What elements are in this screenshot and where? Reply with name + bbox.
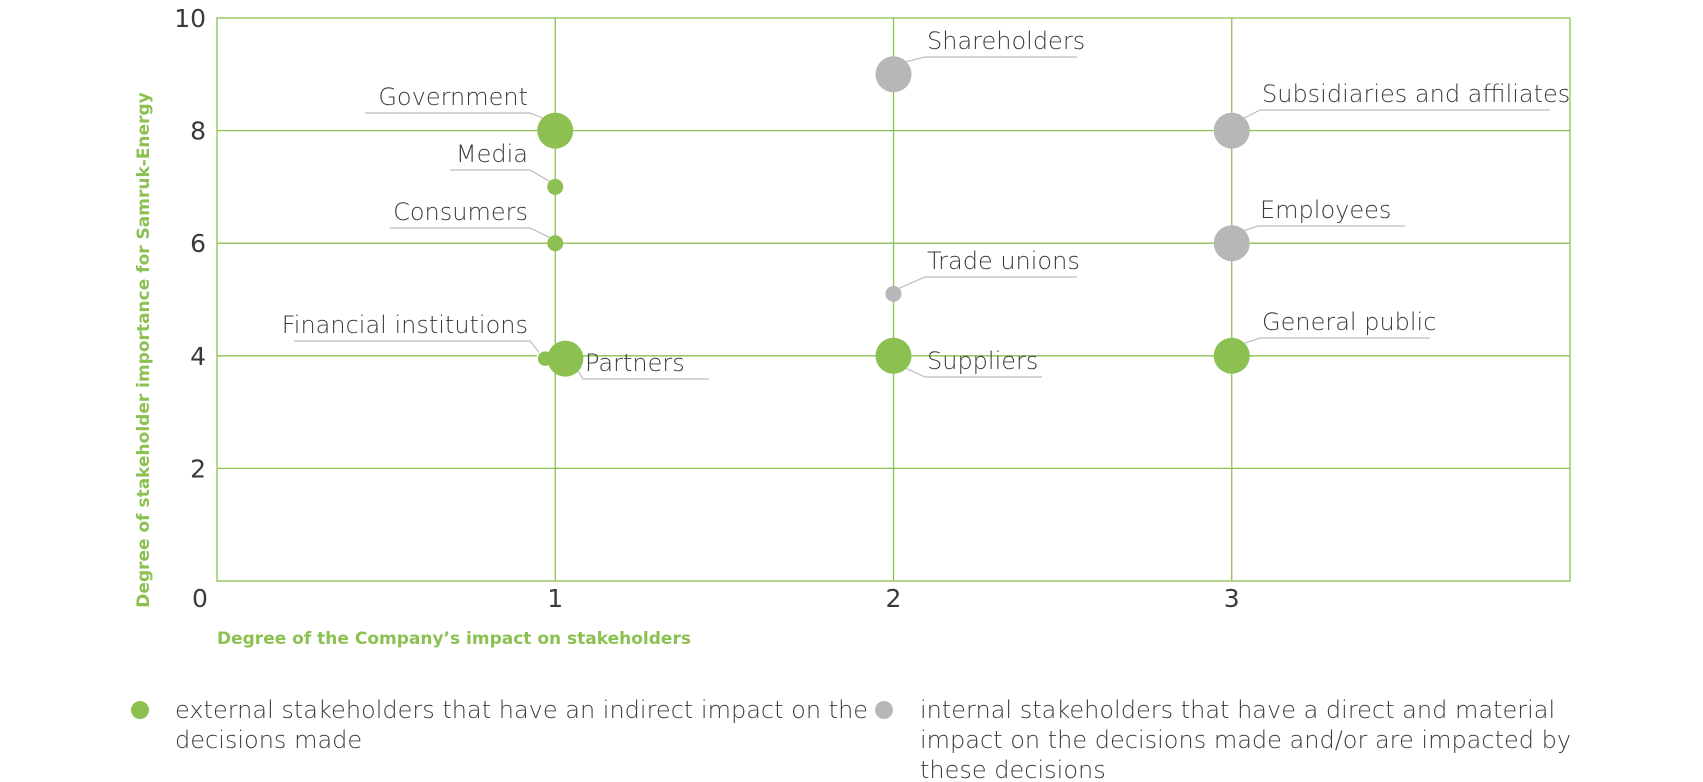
point-label: Financial institutions [282,311,528,339]
data-point-external [537,112,574,149]
point-label: Partners [585,349,685,377]
data-point-external [875,337,912,374]
y-tick-label: 8 [190,117,206,146]
label-leader-line [1244,337,1430,344]
legend-text-line: external stakeholders that have an indir… [175,696,868,724]
label-leader-line [365,112,543,119]
label-leader-line [577,370,709,380]
point-label: Consumers [393,198,528,226]
y-axis-title: Degree of stakeholder importance for Sam… [134,92,154,607]
label-leader-line [390,227,550,239]
point-label: Suppliers [927,347,1038,375]
data-point-external [547,178,564,195]
label-leader-line [1244,109,1550,119]
legend-text-line: decisions made [175,726,362,754]
data-point-external [547,235,564,252]
x-tick-label: 2 [886,584,902,613]
y-tick-label: 10 [174,4,206,33]
point-label: Media [456,140,528,168]
label-leader-line [905,367,1042,378]
x-tick-label: 1 [547,584,563,613]
legend-marker-internal [875,701,893,719]
data-point-internal [1213,225,1250,262]
point-labels: Shareholders Subsidiaries and affiliates E… [282,27,1571,377]
x-axis-title: Degree of the Company’s impact on stakeh… [217,629,691,649]
label-leader-line [450,169,550,182]
grid [216,17,1571,582]
data-points [536,56,1250,377]
y-tick-label: 6 [190,229,206,258]
legend-marker-external [131,701,149,719]
point-label: Trade unions [927,247,1080,275]
x-tick-label: 3 [1224,584,1240,613]
label-leader-line [294,340,540,354]
data-point-external [1213,337,1250,374]
legend-text-line: these decisions [920,756,1106,782]
point-label: Shareholders [927,27,1085,55]
point-label: Employees [1260,196,1391,224]
point-label: Subsidiaries and affiliates [1262,80,1570,108]
legend-text-line: impact on the decisions made and/or are … [920,726,1571,754]
axis-ticks: 10 8 6 4 2 0 1 2 3 [174,4,1240,613]
y-tick-label: 4 [190,342,206,371]
legend-text-line: internal stakeholders that have a direct… [920,696,1555,724]
data-point-external [547,340,584,377]
label-leader-line [905,56,1077,63]
legend: external stakeholders that have an indir… [131,696,1571,782]
point-label: Government [378,83,528,111]
y-tick-label: 2 [190,454,206,483]
data-point-internal [1213,112,1250,149]
data-point-internal [885,285,902,302]
x-tick-label: 0 [192,584,208,613]
point-label: General public [1262,308,1436,336]
data-point-internal [875,56,912,93]
label-leaders [294,56,1550,380]
label-leader-line [1244,225,1405,232]
label-leader-line [898,276,1077,289]
